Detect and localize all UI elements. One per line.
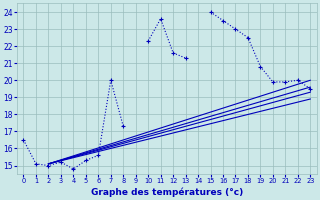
X-axis label: Graphe des températures (°c): Graphe des températures (°c)	[91, 187, 243, 197]
